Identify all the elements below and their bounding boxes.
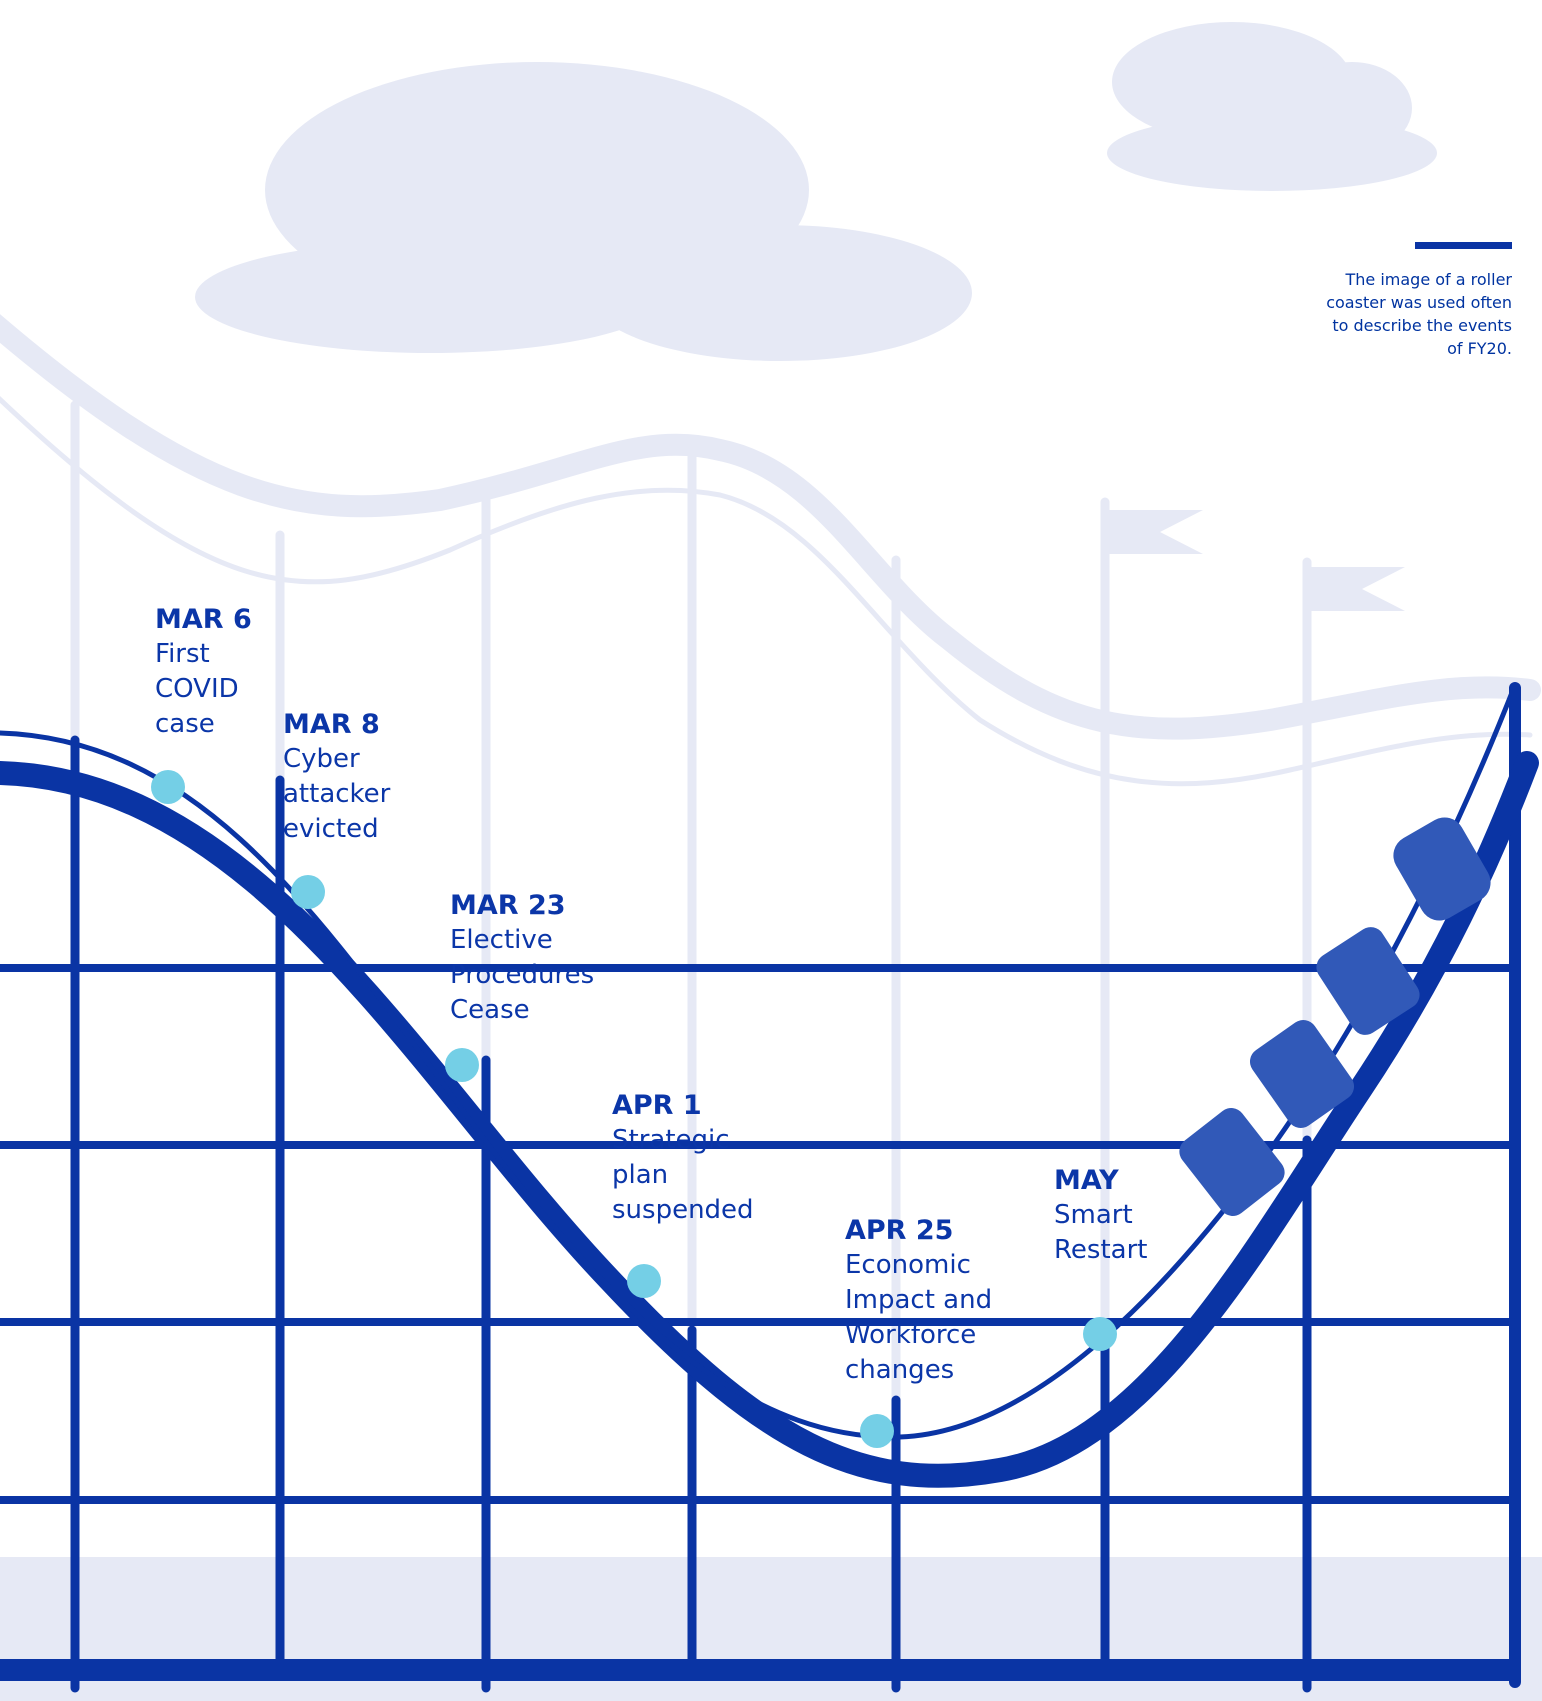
event-date: APR 25	[845, 1215, 954, 1246]
event-description: First COVID case	[155, 639, 239, 739]
coaster-train	[1179, 817, 1491, 1216]
event-marker-mar6	[151, 770, 185, 804]
event-date: MAR 6	[155, 604, 252, 635]
event-marker-mar8	[291, 875, 325, 909]
event-label-mar6: MAR 6 First COVID case	[155, 603, 252, 742]
event-label-apr1: APR 1 Strategic plan suspended	[612, 1089, 754, 1228]
event-marker-may	[1083, 1317, 1117, 1351]
cloud-large	[195, 62, 972, 361]
coaster-cart	[1316, 927, 1420, 1035]
event-label-may: MAY Smart Restart	[1054, 1164, 1147, 1268]
coaster-cart	[1249, 1020, 1355, 1128]
event-markers	[151, 770, 1117, 1448]
event-description: Strategic plan suspended	[612, 1125, 754, 1225]
caption-text: The image of a roller coaster was used o…	[1326, 270, 1512, 358]
coaster-cart	[1393, 817, 1491, 921]
event-label-mar8: MAR 8 Cyber attacker evicted	[283, 708, 390, 847]
event-date: MAY	[1054, 1165, 1119, 1196]
background-coaster	[0, 314, 1541, 1565]
cloud-small	[1107, 22, 1437, 191]
event-description: Economic Impact and Workforce changes	[845, 1250, 993, 1385]
event-marker-apr25	[860, 1414, 894, 1448]
event-date: MAR 23	[450, 890, 566, 921]
caption-rule	[1415, 242, 1512, 249]
event-date: APR 1	[612, 1090, 702, 1121]
event-marker-apr1	[627, 1264, 661, 1298]
event-marker-mar23	[445, 1048, 479, 1082]
event-date: MAR 8	[283, 709, 380, 740]
track-rail-thick	[0, 751, 1539, 1488]
event-label-mar23: MAR 23 Elective Procedures Cease	[450, 889, 594, 1028]
event-label-apr25: APR 25 Economic Impact and Workforce cha…	[845, 1214, 992, 1388]
event-description: Smart Restart	[1054, 1200, 1148, 1265]
event-description: Elective Procedures Cease	[450, 925, 595, 1025]
coaster-cart	[1179, 1108, 1285, 1216]
coaster-scaffold	[0, 682, 1521, 1693]
event-description: Cyber attacker evicted	[283, 744, 391, 844]
